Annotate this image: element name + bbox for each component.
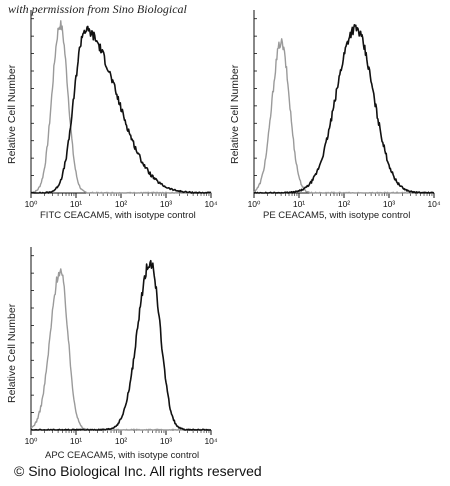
watermark-text: with permission from Sino Biological bbox=[8, 2, 187, 16]
histogram-pe: 10⁰ 10¹ 10² 10³ 10⁴ bbox=[248, 10, 441, 209]
x-axis-label: PE CEACAM5, with isotype control bbox=[263, 210, 411, 221]
sample-histogram bbox=[30, 259, 212, 431]
copyright-text: © Sino Biological Inc. All rights reserv… bbox=[14, 463, 262, 479]
x-tick-label: 10⁰ bbox=[25, 199, 38, 209]
isotype-histogram bbox=[253, 38, 435, 194]
x-tick-label: 10⁴ bbox=[204, 436, 217, 446]
y-axis-label: Relative Cell Number bbox=[6, 303, 18, 403]
isotype-histogram bbox=[30, 20, 212, 194]
x-tick-label: 10² bbox=[338, 199, 350, 209]
x-tick-label: 10³ bbox=[160, 199, 172, 209]
x-tick-label: 10² bbox=[115, 436, 127, 446]
x-tick-label: 10⁴ bbox=[427, 199, 440, 209]
x-tick-label: 10⁴ bbox=[204, 199, 217, 209]
x-tick-label: 10³ bbox=[383, 199, 395, 209]
isotype-histogram bbox=[30, 268, 212, 431]
histogram-fitc: 10⁰ 10¹ 10² 10³ 10⁴ bbox=[25, 10, 218, 209]
x-tick-label: 10² bbox=[115, 199, 127, 209]
x-tick-label: 10⁰ bbox=[25, 436, 38, 446]
sample-histogram bbox=[30, 25, 212, 194]
x-tick-label: 10¹ bbox=[70, 436, 82, 446]
histogram-apc: 10⁰ 10¹ 10² 10³ 10⁴ bbox=[25, 247, 218, 446]
y-axis-label: Relative Cell Number bbox=[229, 64, 241, 164]
x-tick-label: 10¹ bbox=[70, 199, 82, 209]
sample-histogram bbox=[253, 23, 435, 194]
y-axis-label: Relative Cell Number bbox=[6, 64, 18, 164]
x-axis-label: APC CEACAM5, with isotype control bbox=[45, 450, 200, 461]
x-tick-label: 10¹ bbox=[293, 199, 305, 209]
x-tick-label: 10⁰ bbox=[248, 199, 261, 209]
x-axis-label: FITC CEACAM5, with isotype control bbox=[40, 210, 196, 221]
x-tick-label: 10³ bbox=[160, 436, 172, 446]
